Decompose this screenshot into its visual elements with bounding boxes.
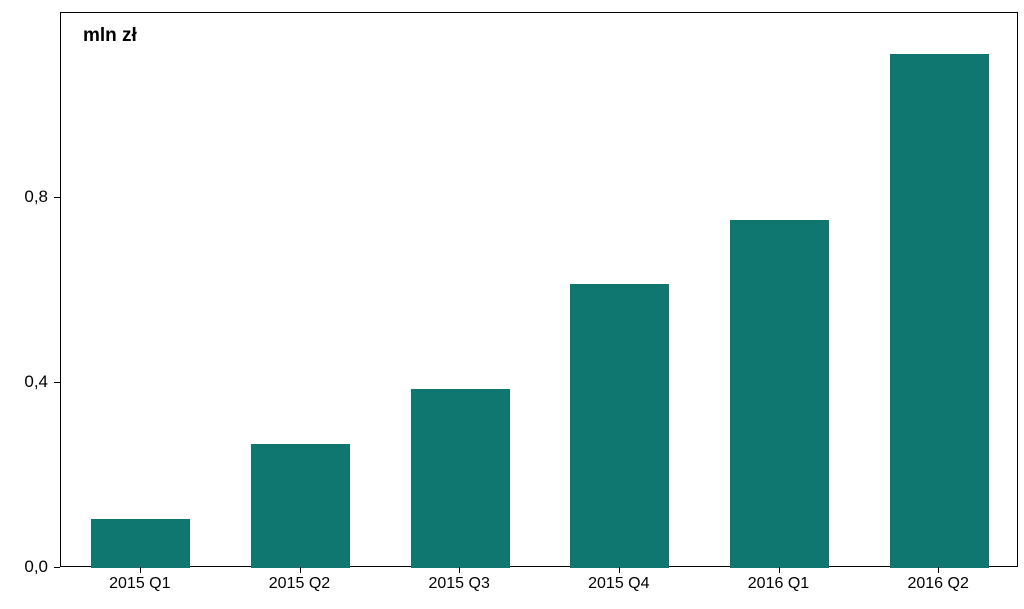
y-tick [54, 567, 60, 568]
bar [251, 444, 350, 568]
bar-value-label: 0,268 [251, 416, 350, 439]
x-category-label: 2015 Q4 [539, 575, 699, 593]
unit-label: mln zł [83, 25, 137, 47]
x-category-label: 2015 Q3 [379, 575, 539, 593]
y-tick-label: 0,0 [0, 557, 48, 577]
x-category-label: 2016 Q1 [699, 575, 859, 593]
plot-area: 0,107 0,268 0,388 0,615 0,752 1,112 [61, 13, 1019, 568]
bar [730, 220, 829, 568]
x-tick [779, 567, 780, 573]
x-tick [938, 567, 939, 573]
x-category-label: 2015 Q2 [220, 575, 380, 593]
x-tick [140, 567, 141, 573]
bar-value-label: 0,107 [91, 491, 190, 514]
x-tick [459, 567, 460, 573]
chart-frame: 0,107 0,268 0,388 0,615 0,752 1,112 mln zł [60, 12, 1018, 567]
bar-value-label: 0,615 [570, 256, 669, 279]
y-tick [54, 197, 60, 198]
x-category-label: 2015 Q1 [60, 575, 220, 593]
x-category-label: 2016 Q2 [858, 575, 1018, 593]
bar-value-label: 0,388 [411, 361, 510, 384]
bar [91, 519, 190, 568]
x-tick [300, 567, 301, 573]
x-tick [619, 567, 620, 573]
bar-value-label: 0,752 [730, 192, 829, 215]
y-tick-label: 0,8 [0, 187, 48, 207]
y-tick [54, 382, 60, 383]
bar [411, 389, 510, 568]
bar-value-label: 1,112 [890, 26, 989, 49]
bar [570, 284, 669, 568]
y-tick-label: 0,4 [0, 372, 48, 392]
bar [890, 54, 989, 568]
